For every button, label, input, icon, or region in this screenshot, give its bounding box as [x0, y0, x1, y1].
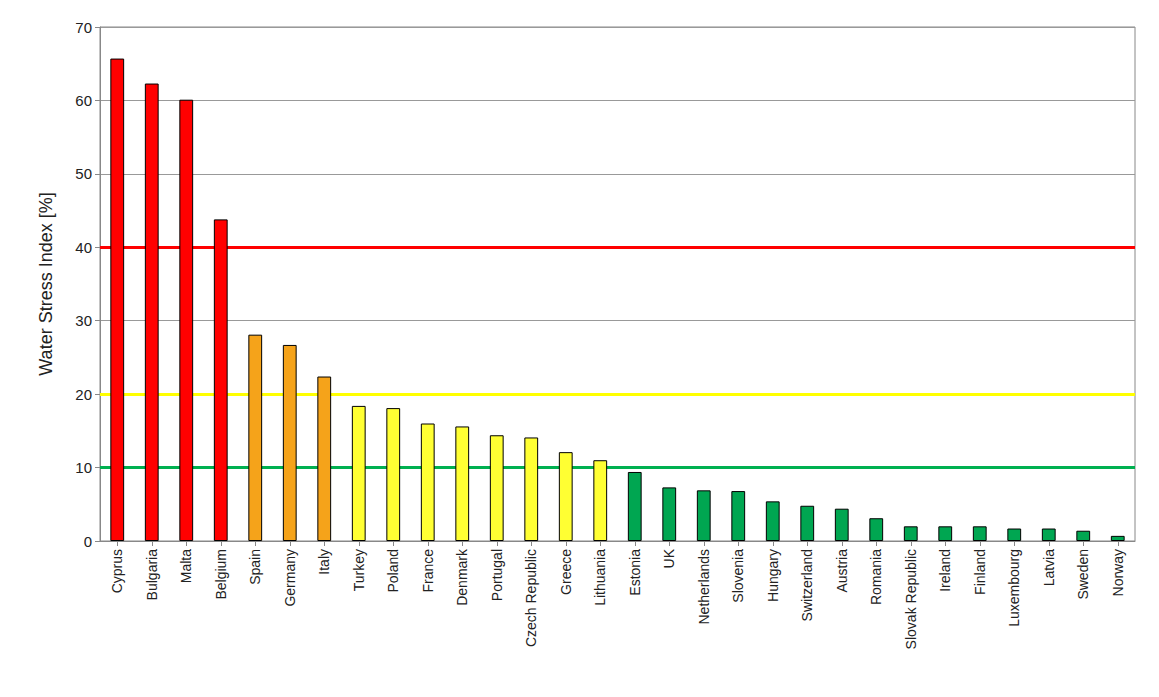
svg-text:Malta: Malta	[178, 549, 194, 583]
svg-text:Bulgaria: Bulgaria	[144, 549, 160, 601]
svg-text:Belgium: Belgium	[213, 549, 229, 600]
svg-text:Germany: Germany	[282, 549, 298, 607]
svg-text:Water Stress Index [%]: Water Stress Index [%]	[36, 192, 56, 375]
svg-text:France: France	[420, 549, 436, 593]
svg-text:Luxembourg: Luxembourg	[1006, 549, 1022, 627]
svg-text:70: 70	[75, 19, 92, 36]
svg-text:10: 10	[75, 459, 92, 476]
svg-text:20: 20	[75, 386, 92, 403]
svg-text:30: 30	[75, 312, 92, 329]
svg-text:Netherlands: Netherlands	[696, 549, 712, 625]
svg-text:Latvia: Latvia	[1041, 549, 1057, 587]
svg-text:Switzerland: Switzerland	[799, 549, 815, 621]
svg-text:Cyprus: Cyprus	[109, 549, 125, 593]
svg-text:Norway: Norway	[1110, 549, 1126, 596]
svg-text:Slovak Republic: Slovak Republic	[903, 549, 919, 649]
svg-text:50: 50	[75, 165, 92, 182]
svg-text:Denmark: Denmark	[454, 548, 470, 606]
svg-text:Ireland: Ireland	[937, 549, 953, 592]
svg-text:Lithuania: Lithuania	[592, 549, 608, 606]
svg-text:Greece: Greece	[558, 549, 574, 595]
svg-text:Finland: Finland	[972, 549, 988, 595]
svg-text:40: 40	[75, 239, 92, 256]
svg-text:Estonia: Estonia	[627, 549, 643, 596]
svg-text:60: 60	[75, 92, 92, 109]
svg-text:Poland: Poland	[385, 549, 401, 593]
svg-text:Slovenia: Slovenia	[730, 549, 746, 603]
svg-text:Turkey: Turkey	[351, 549, 367, 591]
svg-text:Hungary: Hungary	[765, 549, 781, 602]
svg-text:Austria: Austria	[834, 549, 850, 593]
svg-text:Portugal: Portugal	[489, 549, 505, 601]
svg-text:Italy: Italy	[316, 549, 332, 575]
svg-text:0: 0	[84, 533, 92, 550]
svg-text:Czech Republic: Czech Republic	[523, 549, 539, 647]
svg-text:Sweden: Sweden	[1075, 549, 1091, 600]
svg-text:Spain: Spain	[247, 549, 263, 585]
svg-text:UK: UK	[661, 548, 677, 568]
svg-text:Romania: Romania	[868, 549, 884, 605]
